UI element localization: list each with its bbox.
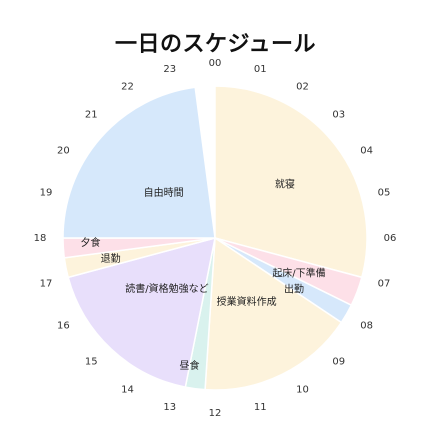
hour-tick-label: 11 <box>254 402 267 413</box>
chart-title: 一日のスケジュール <box>115 32 316 57</box>
pie-slice <box>204 236 343 391</box>
hour-tick-label: 21 <box>85 109 98 120</box>
pie-slice <box>62 86 216 239</box>
slice-label: 読書/資格勉強など <box>125 282 208 295</box>
hour-tick-label: 19 <box>40 188 53 199</box>
slice-label: 就寝 <box>275 177 295 190</box>
pie-slice <box>214 85 368 279</box>
hour-tick-label: 13 <box>163 402 176 413</box>
hour-tick-label: 02 <box>296 81 309 92</box>
slices-group <box>62 85 368 391</box>
hour-tick-label: 00 <box>209 58 222 69</box>
slice-label: 自由時間 <box>144 186 184 199</box>
hour-tick-label: 09 <box>332 357 345 368</box>
hour-tick-label: 16 <box>57 321 70 332</box>
hour-tick-label: 10 <box>296 385 309 396</box>
hour-tick-label: 20 <box>57 146 70 157</box>
hour-labels-group: 00 01 02 03 04 05 06 07 08 09 10 11 12 13 14 15 16 17 18 19… <box>34 58 397 419</box>
slice-label: 夕食 <box>81 236 101 249</box>
hour-tick-label: 01 <box>254 64 267 75</box>
hour-tick-label: 23 <box>163 64 176 75</box>
hour-tick-label: 04 <box>360 146 373 157</box>
hour-tick-label: 22 <box>121 81 134 92</box>
hour-tick-label: 17 <box>40 278 53 289</box>
slice-label: 起床/下準備 <box>272 267 325 280</box>
pie-slice <box>67 236 216 388</box>
hour-tick-label: 07 <box>378 278 391 289</box>
slice-label: 昼食 <box>180 359 200 372</box>
slice-label: 出勤 <box>284 282 304 295</box>
slice-label: 退勤 <box>101 252 121 265</box>
hour-tick-label: 06 <box>384 233 397 244</box>
hour-tick-label: 05 <box>378 188 391 199</box>
hour-tick-label: 15 <box>85 357 98 368</box>
hour-tick-label: 18 <box>34 233 47 244</box>
hour-tick-label: 08 <box>360 321 373 332</box>
hour-tick-label: 12 <box>209 408 222 419</box>
hour-tick-label: 14 <box>121 385 134 396</box>
hour-tick-label: 03 <box>332 109 345 120</box>
slice-label: 授業資料作成 <box>217 295 277 308</box>
